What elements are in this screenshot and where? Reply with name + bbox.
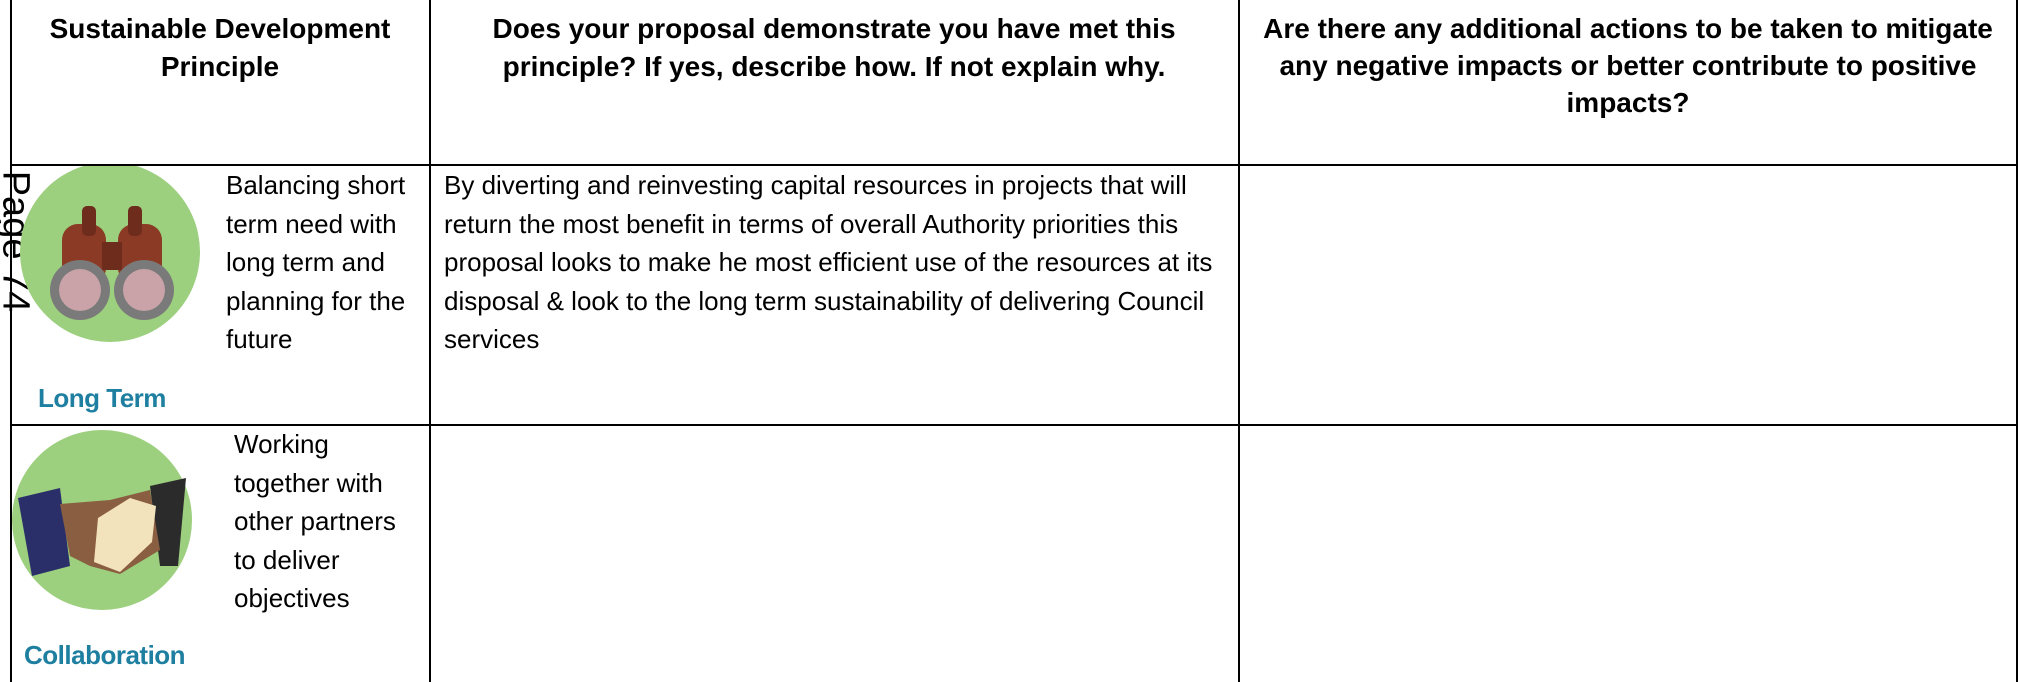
icon-label: Long Term	[38, 383, 166, 413]
border	[2016, 0, 2018, 682]
principle-text: Working together with other partners to …	[234, 429, 396, 613]
long-term-icon	[20, 166, 200, 342]
header-cell: Are there any additional actions to be t…	[1263, 13, 1993, 118]
border	[10, 164, 2018, 166]
header-cell: Does your proposal demonstrate you have …	[492, 13, 1176, 82]
border	[10, 424, 2018, 426]
border	[429, 0, 431, 682]
response-text: By diverting and reinvesting capital res…	[444, 170, 1213, 354]
border	[10, 0, 12, 682]
header-cell: Sustainable Development Principle	[49, 13, 391, 82]
border	[1238, 0, 1240, 682]
icon-label: Collaboration	[24, 640, 186, 670]
collaboration-icon	[12, 430, 192, 610]
principle-text: Balancing short term need with long term…	[226, 170, 406, 354]
